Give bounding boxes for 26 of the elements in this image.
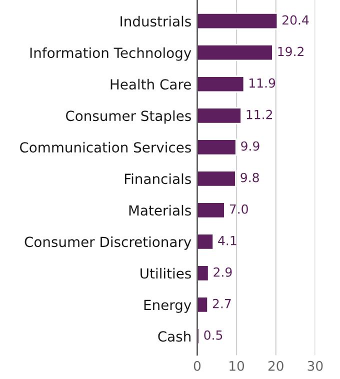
y-tick-label: Communication Services [20,142,191,153]
text: 9.9 [241,141,260,151]
y-tick-label: Utilities [140,268,191,279]
text: 11.9 [250,78,276,88]
y-tick-label: Industrials [120,16,191,27]
y-tick-label: Information Technology [30,47,192,61]
text: 11.2 [246,110,272,120]
x-tick-label: 30 [308,360,323,371]
text: 19.2 [278,46,304,56]
x-tick-label: 0 [194,360,201,371]
text: 2.7 [212,298,231,308]
y-tick-label: Consumer Staples [66,110,191,124]
x-tick-label: 10 [230,360,244,371]
y-tick-label: Consumer Discretionary [24,236,192,250]
y-tick-label: Materials [129,204,191,216]
y-tick-label: Health Care [110,78,191,90]
text: 20.4 [282,15,309,25]
x-tick-label: 20 [268,360,284,371]
y-tick-label: Financials [124,173,191,184]
text: 2.9 [214,267,232,277]
text: 7.0 [230,204,248,214]
text: 4.1 [218,236,236,246]
text: 9.8 [240,172,259,182]
y-tick-label: Cash [158,330,190,342]
text: 0.5 [204,330,222,340]
y-tick-label: Energy [144,300,192,313]
